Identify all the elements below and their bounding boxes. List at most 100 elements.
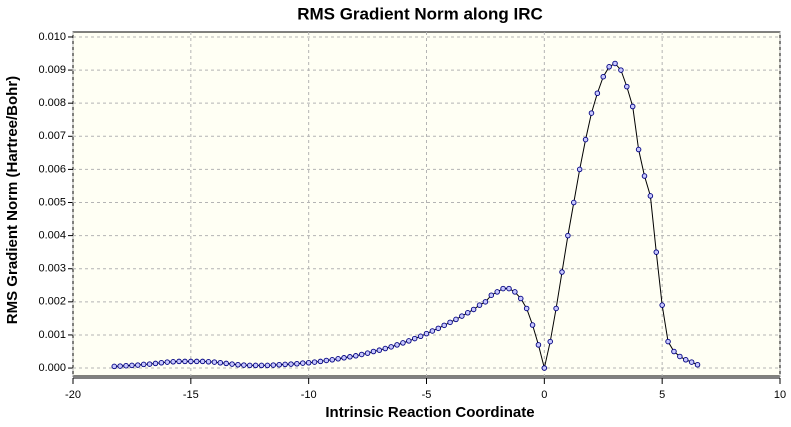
point	[677, 353, 683, 360]
point	[335, 356, 341, 362]
point	[659, 302, 665, 308]
point	[135, 362, 141, 368]
point	[541, 365, 548, 371]
point	[594, 90, 601, 97]
point	[547, 338, 553, 345]
point	[518, 295, 524, 302]
point	[264, 362, 271, 369]
y-tick-label: 0.005	[38, 196, 66, 208]
point	[246, 362, 253, 369]
point	[612, 60, 618, 67]
point	[512, 289, 518, 295]
point	[429, 328, 436, 334]
point	[341, 355, 347, 361]
plot-area	[72, 31, 781, 377]
point	[582, 136, 589, 143]
y-tick-label: 0.003	[38, 263, 66, 275]
point	[270, 362, 277, 368]
point	[376, 347, 383, 353]
point	[553, 305, 559, 312]
point	[140, 361, 147, 368]
point	[117, 363, 123, 369]
point	[223, 360, 229, 367]
x-tick-label: -15	[183, 389, 199, 401]
point	[252, 362, 259, 369]
point	[176, 358, 182, 365]
point	[241, 362, 247, 368]
x-tick-label: -5	[422, 389, 432, 401]
point	[488, 292, 495, 298]
point	[411, 335, 418, 342]
point	[653, 249, 660, 255]
point	[229, 361, 235, 367]
point	[217, 360, 224, 366]
point	[311, 359, 318, 365]
point	[294, 360, 300, 367]
point	[417, 333, 424, 340]
point	[635, 146, 642, 153]
point	[305, 360, 312, 366]
point	[258, 362, 265, 369]
point	[388, 344, 394, 350]
point	[682, 357, 689, 363]
point	[199, 358, 206, 365]
point	[459, 313, 465, 319]
point	[665, 338, 671, 345]
point	[282, 361, 288, 368]
x-tick-label: -20	[65, 389, 81, 401]
point	[205, 359, 212, 365]
point	[394, 342, 400, 348]
point	[435, 325, 442, 332]
y-tick-label: 0.010	[38, 31, 66, 43]
point	[641, 173, 648, 179]
point	[152, 360, 159, 367]
point	[576, 166, 583, 173]
point	[453, 316, 459, 323]
point	[382, 345, 389, 352]
point	[600, 73, 607, 80]
y-tick-label: 0.001	[38, 329, 66, 341]
point	[300, 360, 306, 366]
point	[447, 319, 453, 326]
point	[358, 351, 365, 358]
point	[476, 302, 483, 308]
point	[470, 306, 477, 313]
point	[288, 361, 294, 367]
point	[535, 342, 542, 348]
point	[123, 362, 129, 369]
point	[317, 358, 324, 365]
point	[188, 358, 194, 365]
x-tick-label: 0	[541, 389, 547, 401]
y-tick-label: 0.006	[38, 163, 66, 175]
point	[364, 350, 371, 356]
point	[182, 358, 188, 365]
point	[400, 340, 406, 346]
point	[694, 361, 701, 368]
point	[323, 357, 330, 364]
point	[129, 362, 135, 369]
x-tick-label: -10	[301, 389, 317, 401]
point	[170, 359, 176, 365]
y-tick-label: 0.009	[38, 64, 66, 76]
point	[559, 269, 565, 275]
point	[423, 330, 430, 337]
point	[618, 67, 624, 73]
point	[235, 361, 241, 368]
x-tick-label: 5	[659, 389, 665, 401]
point	[464, 310, 471, 316]
point	[276, 361, 282, 368]
point	[347, 354, 353, 360]
point	[671, 348, 677, 355]
point	[565, 232, 571, 239]
point	[441, 322, 447, 329]
point	[146, 361, 153, 367]
point	[193, 358, 200, 365]
point	[406, 338, 412, 344]
y-axis-label: RMS Gradient Norm (Hartree/Bohr)	[4, 76, 21, 324]
point	[111, 363, 117, 370]
y-tick-label: 0.004	[38, 230, 66, 242]
point	[211, 359, 218, 365]
y-tick-label: 0.002	[38, 296, 66, 308]
point	[624, 83, 630, 90]
